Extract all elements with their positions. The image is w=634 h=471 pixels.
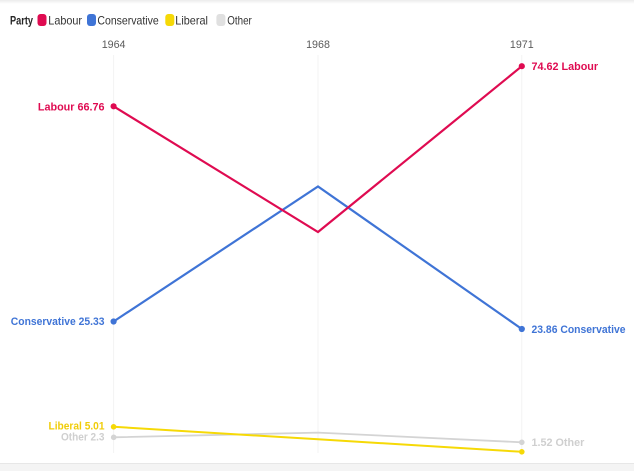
svg-text:23.86 Conservative: 23.86 Conservative [532,324,626,336]
svg-text:Labour 66.76: Labour 66.76 [38,102,105,114]
svg-text:Other: Other [227,14,252,28]
svg-text:Party: Party [10,14,33,28]
svg-text:Liberal: Liberal [175,14,208,28]
svg-text:Conservative: Conservative [97,14,159,28]
svg-text:1.52 Other: 1.52 Other [532,437,586,449]
svg-text:Conservative 25.33: Conservative 25.33 [11,316,105,328]
svg-text:Other 2.3: Other 2.3 [61,431,105,443]
svg-text:Labour: Labour [48,14,82,28]
svg-text:Liberal 5.01: Liberal 5.01 [49,420,105,432]
svg-text:1968: 1968 [306,39,330,51]
svg-text:74.62 Labour: 74.62 Labour [532,61,599,73]
svg-text:1971: 1971 [510,39,534,51]
svg-text:1964: 1964 [102,39,126,51]
